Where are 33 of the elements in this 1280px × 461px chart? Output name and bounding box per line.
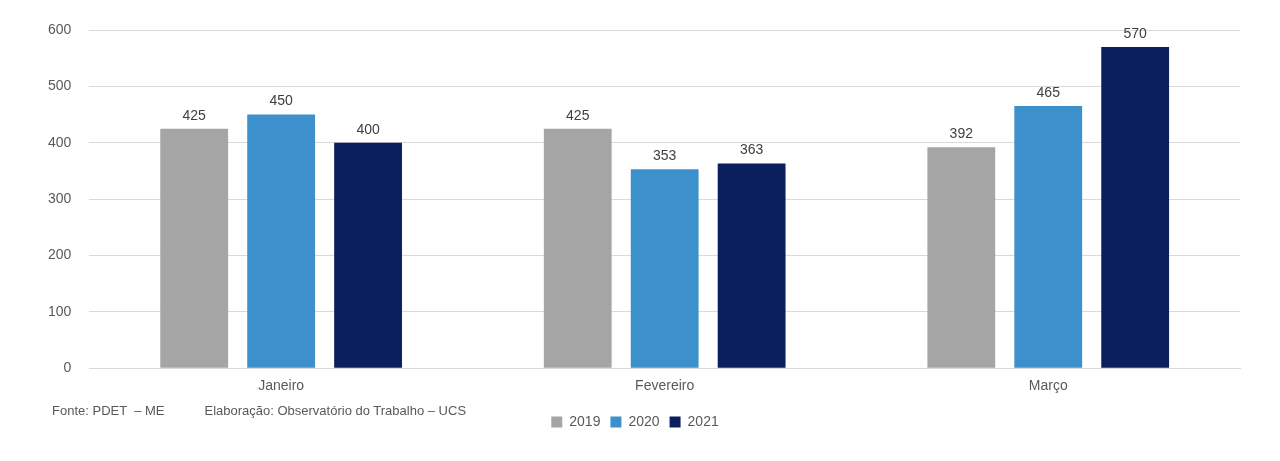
y-tick-label: 600 (48, 20, 72, 37)
data-label: 450 (269, 92, 294, 109)
data-label: 363 (739, 141, 764, 158)
data-label: 570 (1123, 24, 1148, 41)
x-tick-label: Fevereiro (635, 377, 695, 394)
x-tick-label: Janeiro (258, 377, 305, 394)
bar (1101, 46, 1170, 368)
legend-label: 2020 (628, 412, 660, 429)
y-tick-label: 100 (48, 302, 72, 319)
source-note: Fonte: PDET – ME (52, 403, 165, 418)
legend-label: 2021 (687, 412, 719, 429)
bar (334, 142, 402, 368)
bar (927, 147, 996, 368)
y-tick-label: 0 (63, 359, 72, 376)
data-label: 465 (1036, 83, 1061, 100)
data-label: 353 (653, 147, 677, 164)
y-tick-label: 400 (48, 133, 72, 150)
bar (717, 163, 786, 368)
text: Elaboração: Observatório do Trabalho – UCS (204, 403, 467, 418)
x-tick-label: Março (1028, 377, 1068, 394)
bar (543, 128, 612, 368)
bar (247, 114, 316, 368)
data-label: 425 (182, 106, 207, 123)
legend-label: 2019 (569, 412, 601, 429)
bar (1014, 106, 1083, 368)
data-label: 400 (356, 120, 380, 137)
y-tick-label: 300 (48, 189, 72, 206)
data-label: 392 (949, 125, 974, 142)
y-tick-label: 200 (48, 246, 72, 263)
bar (630, 169, 699, 368)
y-tick-label: 500 (48, 77, 72, 94)
bar (160, 128, 229, 368)
data-label: 425 (566, 106, 590, 123)
